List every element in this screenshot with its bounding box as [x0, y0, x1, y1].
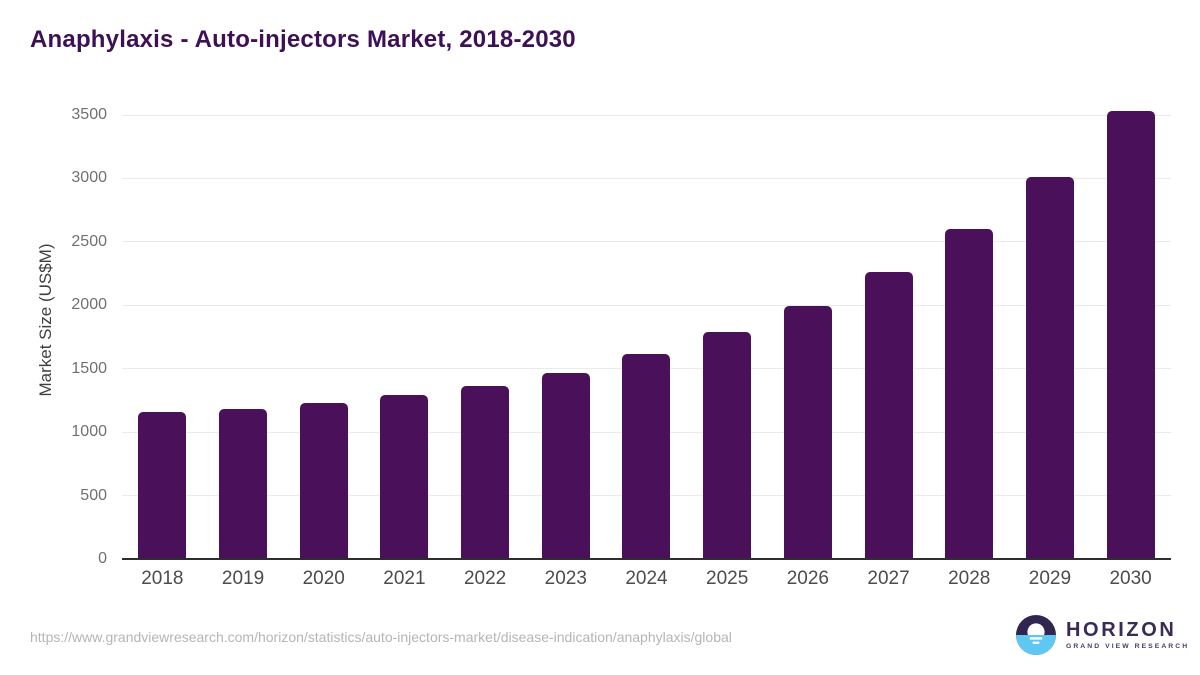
- gridline-3000: [122, 177, 1171, 179]
- horizon-logo-icon: [1016, 615, 1056, 655]
- bar-slot-2022: [445, 115, 526, 559]
- bar-slot-2028: [929, 115, 1010, 559]
- horizon-logo-subtitle: GRAND VIEW RESEARCH: [1066, 643, 1190, 650]
- x-label-2029: 2029: [1028, 568, 1072, 589]
- bar-2025: [703, 332, 752, 559]
- bar-series: [122, 111, 1171, 559]
- horizon-logo: HORIZON GRAND VIEW RESEARCH: [1016, 615, 1189, 655]
- gridline-2000: [122, 304, 1171, 306]
- x-label-2019: 2019: [221, 568, 265, 589]
- x-axis-line: [122, 558, 1171, 560]
- horizon-logo-text: HORIZON GRAND VIEW RESEARCH: [1066, 620, 1189, 650]
- bar-slot-2029: [1010, 115, 1091, 559]
- bar-2023: [541, 372, 590, 559]
- bar-2022: [461, 385, 510, 559]
- bar-slot-2030: [1090, 111, 1171, 559]
- bar-slot-2027: [848, 115, 929, 559]
- plot-area: [122, 111, 1171, 559]
- y-label-500: 500: [80, 486, 107, 504]
- x-label-2020: 2020: [302, 568, 345, 589]
- bar-slot-2019: [203, 115, 284, 559]
- bar-2021: [380, 395, 429, 559]
- y-label-3000: 3000: [71, 169, 107, 187]
- y-label-2000: 2000: [71, 296, 107, 314]
- horizon-logo-name: HORIZON: [1066, 619, 1177, 641]
- chart-title: Anaphylaxis - Auto-injectors Market, 201…: [30, 26, 576, 53]
- x-label-2026: 2026: [786, 568, 829, 589]
- bar-slot-2020: [283, 115, 364, 559]
- x-label-2028: 2028: [948, 568, 991, 589]
- y-label-1500: 1500: [71, 359, 107, 377]
- y-label-3500: 3500: [71, 106, 107, 123]
- x-label-2025: 2025: [706, 568, 749, 589]
- x-label-2030: 2030: [1109, 568, 1152, 589]
- bar-2030: [1106, 111, 1155, 559]
- bar-2028: [945, 229, 994, 559]
- bar-2020: [299, 403, 348, 559]
- gridline-3500: [122, 114, 1171, 116]
- x-label-2018: 2018: [141, 568, 184, 589]
- bar-2029: [1025, 177, 1074, 559]
- y-label-2500: 2500: [71, 232, 107, 250]
- bar-slot-2024: [606, 115, 687, 559]
- bar-2019: [219, 408, 268, 559]
- y-label-0: 0: [98, 550, 107, 567]
- bar-slot-2023: [525, 115, 606, 559]
- x-label-2022: 2022: [463, 568, 507, 589]
- x-label-2023: 2023: [544, 568, 587, 589]
- x-label-2021: 2021: [383, 568, 426, 589]
- y-label-1000: 1000: [71, 423, 107, 441]
- bar-2027: [864, 271, 913, 559]
- bar-slot-2025: [687, 115, 768, 559]
- x-label-2027: 2027: [867, 568, 910, 589]
- bar-2018: [138, 412, 187, 559]
- gridline-2500: [122, 241, 1171, 243]
- x-axis-labels: 2018 2019 2020 2021 2022 2023 2024 2025 2026 2027…: [122, 568, 1171, 590]
- bar-slot-2021: [364, 115, 445, 559]
- x-label-2024: 2024: [625, 568, 668, 589]
- bar-slot-2018: [122, 115, 203, 559]
- bar-2024: [622, 353, 671, 559]
- source-url: https://www.grandviewresearch.com/horizo…: [30, 629, 732, 645]
- bar-slot-2026: [768, 115, 849, 559]
- bar-2026: [783, 305, 832, 559]
